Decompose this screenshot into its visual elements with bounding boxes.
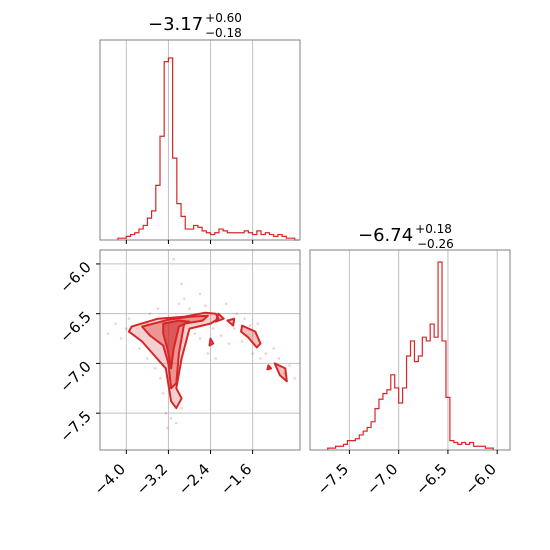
joint-x-tick-label: −4.0 (91, 460, 129, 498)
scatter-point (161, 391, 165, 395)
scatter-point (172, 257, 175, 261)
contour-island (266, 364, 273, 371)
scatter-point (182, 297, 186, 301)
scatter-point (193, 332, 197, 335)
scatter-point (240, 340, 244, 343)
scatter-point (259, 357, 262, 360)
scatter-point (175, 421, 178, 425)
marginal-x-frame (99, 39, 301, 241)
marginal-x-title: −3.17 +0.60 (148, 11, 242, 35)
scatter-point (138, 347, 141, 350)
scatter-point (180, 282, 183, 286)
marginal-x-title-plus: +0.60 (205, 11, 242, 25)
marginal-y-tick-label: −7.5 (314, 460, 352, 498)
scatter-point (146, 357, 149, 360)
marginal-y-ticks: −7.5 −7.0 −6.5 −6.0 (314, 450, 500, 499)
scatter-point (272, 347, 275, 350)
marginal-y-panel: −7.5 −7.0 −6.5 −6.0 −6.74 +0.18 −0.26 (309, 222, 511, 499)
marginal-y-title-minus: −0.26 (417, 237, 454, 251)
joint-contour-mid (141, 314, 209, 390)
scatter-point (243, 317, 247, 320)
joint-panel: −4.0 −3.2 −2.4 −1.6 −6.0 −6.5 −7.0 −7.5 (56, 249, 301, 499)
joint-x-tick-label: −1.6 (217, 460, 255, 498)
marginal-y-grid (348, 250, 498, 450)
marginal-y-histogram (327, 261, 494, 450)
joint-contour-inner (162, 319, 191, 370)
scatter-point (153, 367, 157, 370)
scatter-point (251, 352, 254, 355)
joint-contour-islands (208, 312, 288, 383)
scatter-point (164, 411, 168, 415)
scatter-point (177, 302, 181, 306)
scatter-point (166, 426, 169, 430)
marginal-x-histogram (117, 57, 299, 241)
contour-island (226, 317, 236, 327)
scatter-point (106, 332, 110, 335)
joint-y-tick-label: −6.5 (56, 308, 94, 346)
marginal-y-title: −6.74 +0.18 (358, 222, 452, 246)
marginal-x-title-median: −3.17 (148, 14, 203, 35)
scatter-point (148, 312, 152, 315)
scatter-point (114, 322, 118, 325)
marginal-y-title-median: −6.74 (358, 225, 413, 246)
scatter-point (125, 327, 128, 330)
scatter-point (206, 352, 210, 355)
marginal-x-title-minus: −0.18 (205, 26, 242, 40)
scatter-point (180, 406, 183, 410)
scatter-point (264, 352, 268, 355)
scatter-point (235, 312, 239, 315)
joint-x-tick-label: −3.2 (133, 460, 171, 498)
contour-island (273, 362, 288, 383)
joint-x-tick-label: −2.4 (175, 460, 213, 498)
scatter-point (256, 322, 260, 325)
scatter-point (169, 416, 173, 420)
scatter-point (198, 292, 202, 296)
scatter-point (156, 307, 160, 311)
contour-island (208, 337, 215, 347)
contour-island (214, 312, 225, 323)
joint-scatter (106, 257, 297, 430)
marginal-y-tick-label: −6.0 (462, 460, 500, 498)
marginal-x-grid (125, 40, 254, 240)
scatter-point (232, 327, 236, 330)
scatter-point (248, 324, 252, 327)
scatter-point (288, 364, 291, 367)
scatter-point (188, 307, 191, 311)
scatter-point (293, 377, 297, 380)
scatter-point (219, 334, 223, 337)
scatter-point (159, 377, 162, 380)
marginal-x-ticks (125, 240, 254, 244)
scatter-point (119, 337, 123, 340)
joint-frame (99, 249, 301, 451)
contour-island (240, 324, 262, 349)
marginal-y-title-plus: +0.18 (415, 222, 452, 236)
scatter-point (198, 337, 202, 340)
scatter-point (277, 357, 281, 360)
joint-grid (100, 250, 300, 450)
scatter-point (127, 317, 131, 320)
scatter-point (214, 357, 218, 360)
joint-x-ticks: −4.0 −3.2 −2.4 −1.6 (91, 450, 255, 499)
marginal-y-tick-label: −7.0 (363, 460, 401, 498)
scatter-point (211, 327, 215, 330)
scatter-point (203, 304, 207, 308)
joint-y-tick-label: −6.0 (56, 258, 94, 296)
marginal-x-panel: −3.17 +0.60 −0.18 (99, 11, 301, 244)
scatter-point (225, 302, 228, 306)
joint-y-ticks: −6.0 −6.5 −7.0 −7.5 (56, 258, 100, 446)
marginal-y-frame (309, 249, 511, 451)
marginal-y-tick-label: −6.5 (412, 460, 450, 498)
joint-y-tick-label: −7.5 (56, 407, 94, 445)
scatter-point (227, 342, 231, 345)
joint-y-tick-label: −7.0 (56, 358, 94, 396)
